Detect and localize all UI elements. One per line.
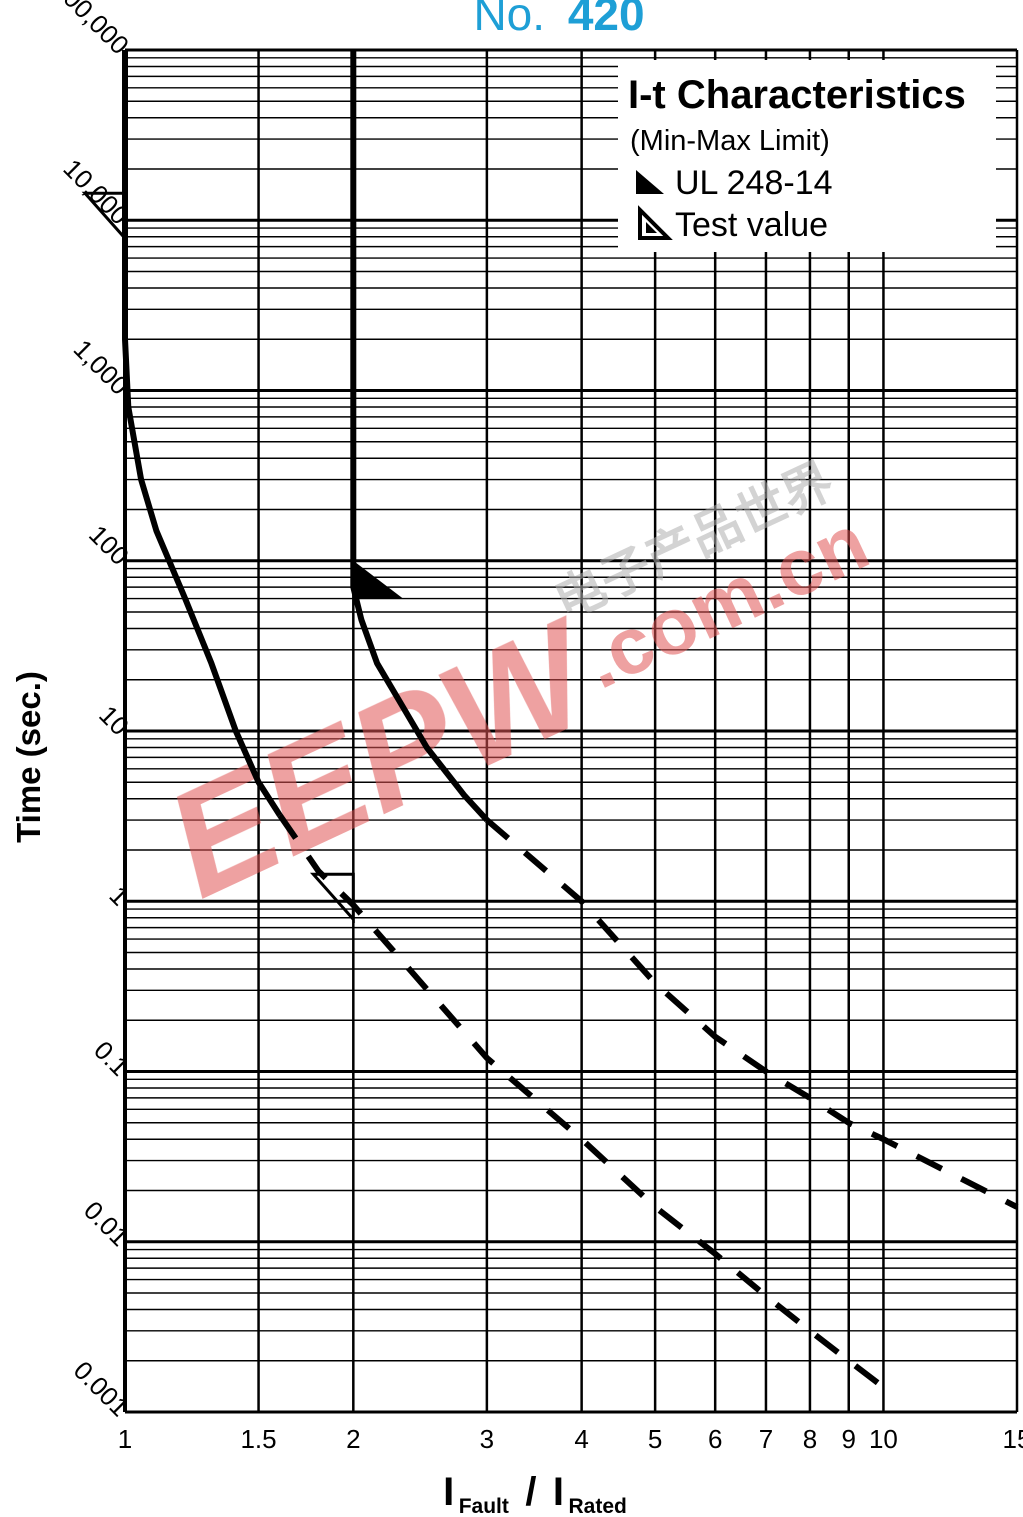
curve-max-solid xyxy=(350,50,490,823)
x-label-i2: I xyxy=(553,1470,564,1514)
x-axis-label: I Fault / I Rated xyxy=(443,1470,627,1517)
curve-min-solid xyxy=(122,50,283,817)
watermark-logo: EEPW xyxy=(143,585,625,929)
y-axis-label: Time (sec.) xyxy=(10,671,47,843)
markers xyxy=(81,191,404,924)
y-tick-label: 100,000 xyxy=(47,0,135,60)
x-tick-label: 15 xyxy=(1003,1424,1023,1454)
title-number: 420 xyxy=(568,0,645,40)
legend-item-test: Test value xyxy=(675,206,828,244)
ul-marker xyxy=(353,560,404,599)
x-tick-label: 10 xyxy=(869,1424,898,1454)
grid xyxy=(123,48,1019,1414)
x-tick-label: 8 xyxy=(803,1424,817,1454)
x-label-i1: I xyxy=(443,1470,454,1514)
x-tick-label: 7 xyxy=(759,1424,773,1454)
x-label-sep: / xyxy=(525,1470,536,1514)
x-tick-label: 3 xyxy=(480,1424,494,1454)
x-tick-label: 9 xyxy=(842,1424,856,1454)
legend-subtitle: (Min-Max Limit) xyxy=(630,125,830,157)
test-value-marker xyxy=(309,872,355,924)
watermark: EEPW .com.cn 电子产品世界 xyxy=(143,452,882,929)
x-tick-labels: 1 1.5 2 3 4 5 6 789 10 15 xyxy=(118,1424,1023,1454)
x-tick-label: 5 xyxy=(648,1424,662,1454)
legend-box xyxy=(618,60,996,252)
x-tick-label: 4 xyxy=(574,1424,588,1454)
x-tick-label: 1.5 xyxy=(240,1424,276,1454)
x-label-rated: Rated xyxy=(569,1495,627,1517)
legend: I-t Characteristics (Min-Max Limit) UL 2… xyxy=(618,60,996,252)
filled-triangle-icon xyxy=(636,170,664,194)
curve-max-dashed xyxy=(484,817,1019,1210)
outline-triangle-icon xyxy=(638,205,673,240)
legend-title: I-t Characteristics xyxy=(628,73,966,117)
y-tick-label: 1 xyxy=(104,880,135,911)
x-label-fault: Fault xyxy=(459,1495,509,1517)
y-tick-label: 10 xyxy=(93,700,135,742)
x-tick-label: 1 xyxy=(118,1424,132,1454)
curves xyxy=(122,50,1019,1390)
x-tick-label: 6 xyxy=(708,1424,722,1454)
test-value-marker xyxy=(81,191,127,243)
x-tick-label: 2 xyxy=(346,1424,360,1454)
y-tick-label: 100 xyxy=(83,519,135,571)
title-prefix: No. xyxy=(473,0,545,40)
chart-title: No. 420 xyxy=(473,0,644,40)
curve-min-dashed xyxy=(277,813,886,1390)
legend-item-ul: UL 248-14 xyxy=(675,164,833,202)
y-tick-label: 0.1 xyxy=(88,1035,135,1082)
